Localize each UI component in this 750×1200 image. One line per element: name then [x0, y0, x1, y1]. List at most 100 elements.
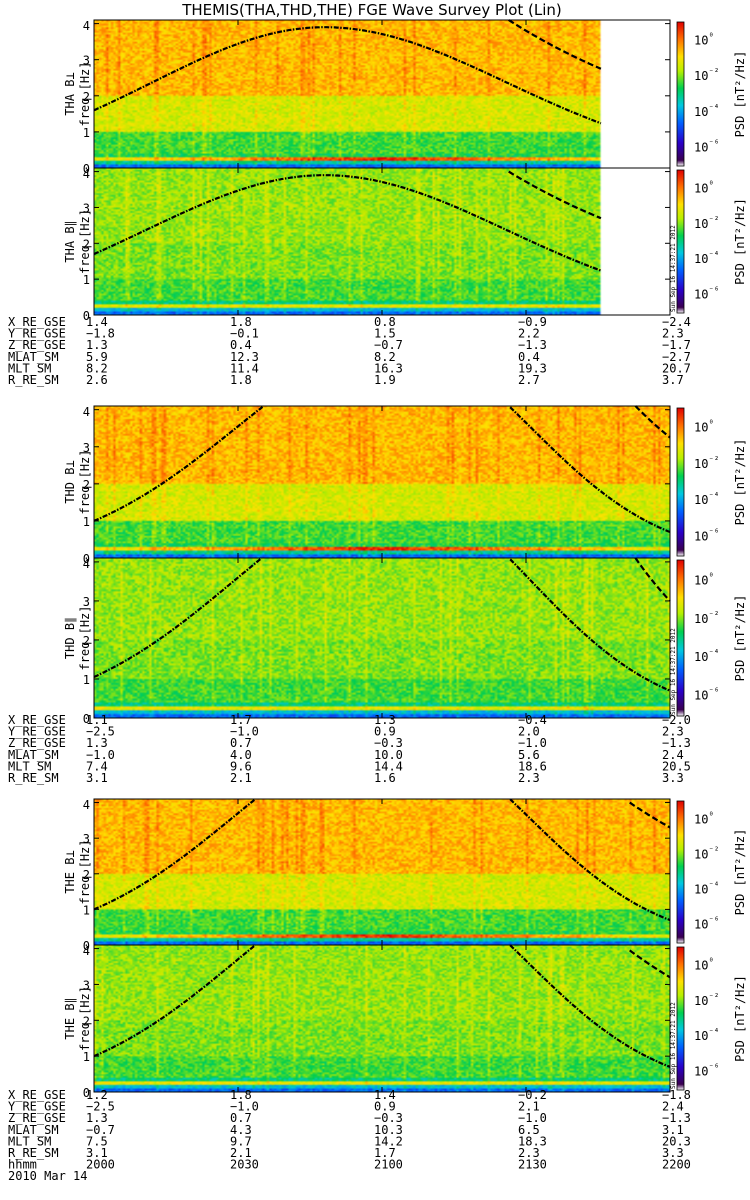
ephem-value: 16.3: [374, 361, 403, 375]
cyclotron-curve: [509, 798, 671, 922]
ephem-value: −0.7: [374, 338, 403, 352]
freq-tick-label: 3: [83, 441, 90, 455]
freq-tick-label: 2: [83, 868, 90, 882]
freq-tick-label: 0: [83, 1086, 90, 1100]
colorbar-tick-label: 10⁻⁴: [694, 251, 719, 266]
ephem-value: 3.1: [86, 1146, 108, 1160]
freq-tick-label: 2: [83, 1014, 90, 1028]
plot-date: 2010 Mar 14: [8, 1169, 87, 1183]
spectrogram-image: [94, 558, 670, 718]
ephem-name: Z_RE_GSE: [8, 1111, 66, 1125]
ephem-name: X_RE_GSE: [8, 1088, 66, 1102]
ephem-value: 18.3: [518, 1134, 547, 1148]
ephem-value: 2.1: [230, 771, 252, 785]
ephem-value: 1.8: [230, 1088, 252, 1102]
freq-tick-label: 1: [83, 273, 90, 287]
ephem-value: 0.8: [374, 315, 396, 329]
cyclotron-curve: [93, 944, 256, 1058]
ephem-value: 2.7: [518, 373, 540, 387]
ephem-value: −0.9: [518, 315, 547, 329]
cyclotron-curve: [509, 558, 671, 692]
freq-tick-label: 0: [83, 309, 90, 323]
colorbar-tick-label: 10⁻²: [694, 611, 719, 626]
colorbar-tick-label: 10⁻²: [694, 216, 719, 231]
colorbar-tick-label: 10⁻⁴: [694, 104, 719, 119]
freq-tick-label: 0: [83, 939, 90, 953]
ephem-value: 2.3: [518, 771, 540, 785]
panel-label: THA B⊥: [63, 72, 77, 115]
spectrogram-panel: 0 1 2 3 4 THE B⊥ freq [Hz] 10⁰ 10⁻² 10⁻⁴ 10⁻⁶ PSD […: [63, 798, 747, 953]
ephem-value: −1.0: [230, 1100, 259, 1114]
ephem-value: −0.7: [86, 1123, 115, 1137]
freq-tick-label: 2: [83, 90, 90, 104]
colorbar-label: PSD [nT²/Hz]: [733, 51, 747, 138]
freq-axis-label: freq [Hz]: [78, 986, 92, 1051]
colorbar-tick-label: 10⁻²: [694, 846, 719, 861]
cyclotron-curve-dashed: [508, 19, 602, 70]
ephem-value: 1.3: [86, 338, 108, 352]
ephem-value: 2.0: [518, 725, 540, 739]
colorbar: 10⁰ 10⁻² 10⁻⁴ 10⁻⁶ PSD [nT²/Hz]: [676, 21, 747, 167]
colorbar-tick-label: 10⁰: [694, 33, 714, 48]
ephem-value: 1.7: [230, 713, 252, 727]
colorbar-label: PSD [nT²/Hz]: [733, 829, 747, 916]
ephem-value: 2.4: [662, 1100, 684, 1114]
ephem-value: 1.9: [374, 373, 396, 387]
ephem-name: R_RE_SM: [8, 1146, 59, 1160]
freq-tick-label: 1: [83, 515, 90, 529]
freq-tick-label: 4: [83, 167, 90, 181]
ephem-value: 1.1: [86, 713, 108, 727]
ephem-value: 5.6: [518, 748, 540, 762]
ephem-value: 2000: [86, 1158, 115, 1172]
ephemeris-block: X_RE_GSE 1.4 1.8 0.8 −0.9 −2.4 Y_RE_GSE −1.8 −0.…: [8, 315, 691, 387]
ephem-value: 1.7: [374, 1146, 396, 1160]
ephem-name: MLAT_SM: [8, 350, 59, 364]
ephem-value: 3.3: [662, 771, 684, 785]
ephem-value: 2.1: [230, 1146, 252, 1160]
spectrogram-image: [94, 168, 670, 315]
freq-tick-label: 2: [83, 634, 90, 648]
ephem-value: −2.4: [662, 315, 691, 329]
spectrogram-image: [94, 799, 670, 945]
ephem-value: 20.3: [662, 1134, 691, 1148]
ephem-value: 1.8: [230, 373, 252, 387]
ephem-name: MLT_SM: [8, 361, 51, 375]
colorbar-tick-label: 10⁻⁶: [694, 529, 719, 544]
cyclotron-curve: [93, 26, 602, 125]
ephem-value: 1.3: [374, 713, 396, 727]
freq-tick-label: 3: [83, 832, 90, 846]
ephem-value: 2.3: [518, 1146, 540, 1160]
colorbar-tick-label: 10⁻⁴: [694, 1028, 719, 1043]
spectrogram-panel: 0 1 2 3 4 THA B⊥ freq [Hz] 10⁰ 10⁻² 10⁻⁴ 10⁻⁶ PSD […: [63, 19, 747, 176]
ephem-name: Y_RE_GSE: [8, 725, 66, 739]
cyclotron-curve: [509, 944, 671, 1068]
ephem-value: 4.0: [230, 748, 252, 762]
ephem-value: 2.6: [86, 373, 108, 387]
ephem-name: MLAT_SM: [8, 748, 59, 762]
colorbar-tick-label: 10⁻²: [694, 456, 719, 471]
colorbar: 10⁰ 10⁻² 10⁻⁴ 10⁻⁶ PSD [nT²/Hz]: [676, 407, 747, 557]
ephem-value: 14.4: [374, 759, 403, 773]
freq-tick-label: 2: [83, 237, 90, 251]
ephem-name: MLT_SM: [8, 759, 51, 773]
ephem-value: −1.7: [662, 338, 691, 352]
ephem-value: 3.1: [86, 771, 108, 785]
ephem-value: 3.3: [662, 1146, 684, 1160]
ephem-value: 2.1: [518, 1100, 540, 1114]
ephem-value: 2.2: [518, 327, 540, 341]
ephem-value: −1.3: [662, 736, 691, 750]
ephem-name: Z_RE_GSE: [8, 338, 66, 352]
ephem-value: 4.3: [230, 1123, 252, 1137]
colorbar: 10⁰ 10⁻² 10⁻⁴ 10⁻⁶ PSD [nT²/Hz]: [676, 169, 747, 314]
colorbar-tick-label: 10⁻⁶: [694, 139, 719, 154]
freq-axis-label: freq [Hz]: [78, 61, 92, 126]
colorbar-scale: [676, 169, 685, 314]
freq-tick-label: 4: [83, 405, 90, 419]
ephem-value: 14.2: [374, 1134, 403, 1148]
ephem-value: 1.2: [86, 1088, 108, 1102]
ephem-name: hhmm: [8, 1158, 37, 1172]
ephem-value: 2.3: [662, 327, 684, 341]
ephemeris-block: X_RE_GSE 1.2 1.8 1.4 −0.2 −1.8 Y_RE_GSE −2.5 −1.…: [8, 1088, 691, 1160]
ephem-value: −1.8: [86, 327, 115, 341]
ephem-value: −2.0: [662, 713, 691, 727]
